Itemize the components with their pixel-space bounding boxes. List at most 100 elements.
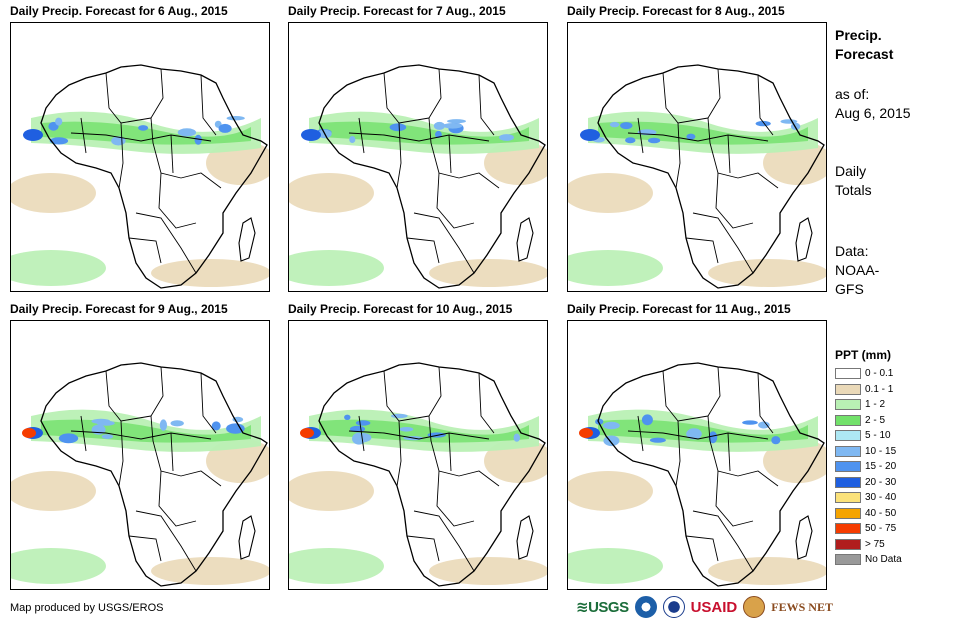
country-border (448, 134, 452, 174)
country-border (180, 470, 222, 487)
country-border (436, 172, 475, 229)
credit-text: Map produced by USGS/EROS (10, 602, 164, 614)
panel-title: Daily Precip. Forecast for 7 Aug., 2015 (288, 4, 506, 18)
rain-cell (226, 423, 245, 434)
legend-swatch (835, 368, 861, 380)
panel-title: Daily Precip. Forecast for 11 Aug., 2015 (567, 302, 791, 316)
country-border (715, 470, 754, 527)
legend-swatch (835, 492, 861, 504)
country-border (118, 420, 124, 487)
rain-cell (355, 420, 371, 426)
country-border (737, 470, 779, 487)
country-border (406, 237, 440, 264)
rain-cell (641, 414, 653, 426)
rain-band-south (289, 250, 384, 286)
panel-title: Daily Precip. Forecast for 8 Aug., 2015 (567, 4, 785, 18)
light-rain-area (568, 173, 653, 213)
country-border (637, 117, 644, 154)
rain-cell (101, 434, 114, 439)
country-border (406, 535, 440, 562)
as-of-label: as of: (835, 86, 870, 102)
africa-map-svg (568, 362, 826, 587)
madagascar-coastline (516, 515, 534, 560)
extreme-rain-cell (579, 428, 593, 438)
country-border (662, 370, 709, 422)
country-border (627, 132, 769, 142)
country-border (413, 510, 475, 572)
legend-item: 2 - 5 (835, 413, 902, 429)
country-border (70, 430, 212, 440)
light-rain-area (11, 173, 96, 213)
country-border (662, 72, 709, 124)
legend-item: 1 - 2 (835, 397, 902, 413)
rain-cell (349, 136, 356, 143)
country-border (128, 237, 162, 264)
africa-coastline (40, 362, 268, 587)
rain-cell (399, 427, 414, 432)
rain-cell (58, 433, 79, 444)
country-border (715, 172, 754, 229)
country-border (105, 72, 152, 124)
rain-band-south (11, 250, 106, 286)
usgs-logo: ≋USGS (576, 599, 629, 616)
madagascar-coastline (238, 217, 256, 262)
light-rain-area (289, 471, 374, 511)
light-rain-area (11, 471, 96, 511)
precip-map (10, 22, 270, 292)
rain-band-south (568, 250, 663, 286)
rain-cell (390, 413, 408, 419)
legend-swatch (835, 554, 861, 566)
title-line-1: Precip. (835, 27, 882, 43)
rain-cell (686, 428, 702, 440)
light-rain-area (429, 259, 547, 287)
rain-cell (499, 134, 514, 141)
daily-line-2: Totals (835, 182, 872, 198)
precip-map (288, 320, 548, 590)
light-rain-area (429, 557, 547, 585)
precip-map (10, 320, 270, 590)
data-line-3: GFS (835, 281, 864, 297)
fews-globe-icon (743, 596, 766, 618)
country-border (692, 510, 754, 572)
legend-swatch (835, 445, 861, 457)
legend-label: 30 - 40 (865, 492, 897, 504)
rain-cell (771, 436, 781, 445)
rain-cell (211, 421, 221, 431)
rain-cell (435, 130, 442, 139)
legend-swatch (835, 507, 861, 519)
africa-map-svg (11, 362, 269, 587)
country-border (436, 470, 475, 527)
country-border (685, 535, 719, 562)
rain-cell (226, 116, 245, 121)
light-rain-area (708, 557, 826, 585)
country-border (396, 420, 402, 487)
data-source-block: Data: NOAA- GFS (835, 242, 879, 299)
country-border (675, 122, 681, 189)
light-rain-area (289, 173, 374, 213)
legend-swatch (835, 523, 861, 535)
rain-cell (49, 137, 69, 145)
africa-map-svg (568, 64, 826, 289)
rain-cell (389, 123, 407, 132)
rain-cell (159, 419, 167, 431)
africa-map-svg (289, 64, 547, 289)
rain-band-south (568, 548, 663, 584)
rain-band-south (289, 548, 384, 584)
legend-label: 20 - 30 (865, 476, 897, 488)
daily-line-1: Daily (835, 163, 867, 179)
country-border (128, 535, 162, 562)
madagascar-coastline (795, 515, 813, 560)
rain-cell (442, 123, 463, 129)
country-border (150, 366, 164, 442)
rain-cell (742, 420, 758, 425)
country-border (180, 172, 222, 189)
legend-item: 15 - 20 (835, 459, 902, 475)
legend-item: 5 - 10 (835, 428, 902, 444)
country-border (158, 470, 197, 527)
country-border (637, 415, 644, 452)
country-border (135, 510, 197, 572)
madagascar-coastline (238, 515, 256, 560)
rain-cell (177, 128, 197, 137)
rain-cell (138, 125, 149, 131)
rain-cell (686, 133, 696, 140)
